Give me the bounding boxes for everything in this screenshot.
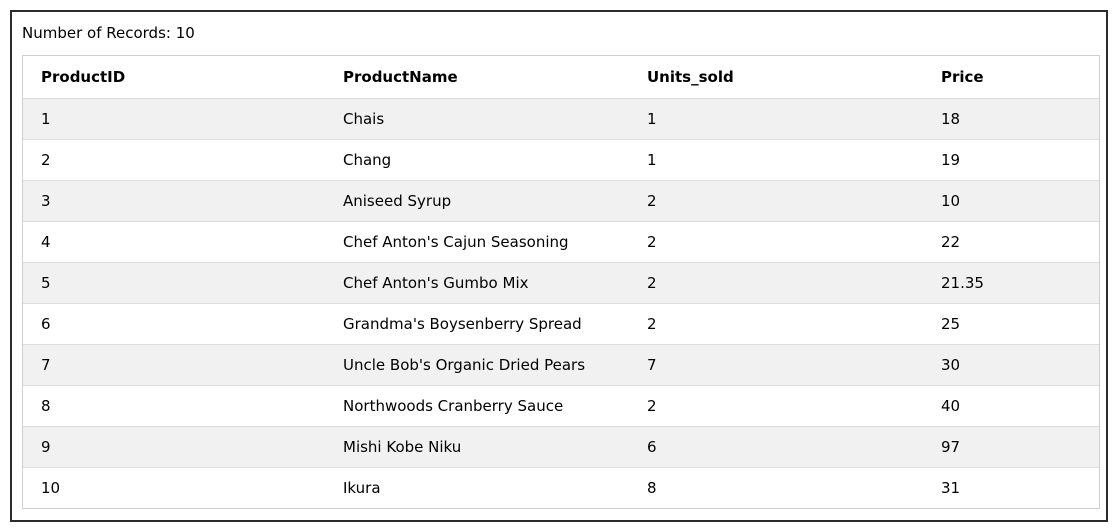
product-id-cell: 6 <box>23 303 325 345</box>
table-row: 5 Chef Anton's Gumbo Mix 2 21.35 <box>23 262 1099 304</box>
table-row: 6 Grandma's Boysenberry Spread 2 25 <box>23 303 1099 345</box>
results-table-container: ProductID ProductName Units_sold Price 1… <box>22 55 1100 509</box>
units-sold-cell: 6 <box>629 426 923 468</box>
column-header-price: Price <box>923 56 1099 99</box>
product-name-cell: Chang <box>325 139 629 181</box>
product-id-cell: 3 <box>23 180 325 222</box>
product-name-cell: Ikura <box>343 478 381 497</box>
product-name-cell: Aniseed Syrup <box>325 180 629 222</box>
product-id-cell: 7 <box>23 344 325 386</box>
table-row: 2 Chang 1 19 <box>23 139 1099 181</box>
units-sold-cell: 2 <box>629 221 923 263</box>
result-panel: Number of Records: 10 ProductID ProductN… <box>10 10 1108 522</box>
table-row: 1 Chais 1 18 <box>23 98 1099 140</box>
table-row: 3 Aniseed Syrup 2 10 <box>23 180 1099 222</box>
product-id-cell: 5 <box>23 262 325 304</box>
product-id-cell: 4 <box>23 221 325 263</box>
product-id-cell: 9 <box>23 426 325 468</box>
units-sold-cell: 2 <box>629 385 923 427</box>
price-cell: 97 <box>923 426 1099 468</box>
table-row: 9 Mishi Kobe Niku 6 97 <box>23 426 1099 468</box>
record-count: Number of Records: 10 <box>22 24 195 42</box>
product-id-cell: 1 <box>23 98 325 140</box>
product-name-cell: Uncle Bob's Organic Dried Pears <box>325 344 629 386</box>
column-header-units-sold: Units_sold <box>629 56 923 99</box>
product-name-cell: Mishi Kobe Niku <box>325 426 629 468</box>
units-sold-cell: 1 <box>629 139 923 181</box>
product-name-cell: Chais <box>325 98 629 140</box>
price-cell: 30 <box>923 344 1099 386</box>
results-table: ProductID ProductName Units_sold Price 1… <box>23 56 1099 508</box>
units-sold-cell: 2 <box>629 303 923 345</box>
units-sold-cell: 2 <box>629 262 923 304</box>
product-name-cell: Grandma's Boysenberry Spread <box>325 303 629 345</box>
units-sold-cell: 8 <box>647 478 657 497</box>
table-row: 10 Ikura 8 31 <box>23 467 1099 508</box>
product-name-cell: Northwoods Cranberry Sauce <box>325 385 629 427</box>
column-header-productid: ProductID <box>23 56 325 99</box>
table-header-row: ProductID ProductName Units_sold Price <box>23 56 1099 99</box>
units-sold-cell: 7 <box>629 344 923 386</box>
product-name-cell: Chef Anton's Gumbo Mix <box>325 262 629 304</box>
price-cell: 18 <box>923 98 1099 140</box>
product-id-cell: 8 <box>23 385 325 427</box>
price-cell: 22 <box>923 221 1099 263</box>
table-row: 7 Uncle Bob's Organic Dried Pears 7 30 <box>23 344 1099 386</box>
units-sold-cell: 2 <box>629 180 923 222</box>
price-cell: 19 <box>923 139 1099 181</box>
table-row: 4 Chef Anton's Cajun Seasoning 2 22 <box>23 221 1099 263</box>
price-cell: 21.35 <box>923 262 1099 304</box>
column-header-productname: ProductName <box>325 56 629 99</box>
product-name-cell: Chef Anton's Cajun Seasoning <box>325 221 629 263</box>
price-cell: 25 <box>923 303 1099 345</box>
units-sold-cell: 1 <box>629 98 923 140</box>
table-row: 8 Northwoods Cranberry Sauce 2 40 <box>23 385 1099 427</box>
product-id-cell: 2 <box>23 139 325 181</box>
price-cell: 40 <box>923 385 1099 427</box>
price-cell: 10 <box>923 180 1099 222</box>
product-id-cell: 10 <box>41 478 61 497</box>
price-cell: 31 <box>941 478 961 497</box>
